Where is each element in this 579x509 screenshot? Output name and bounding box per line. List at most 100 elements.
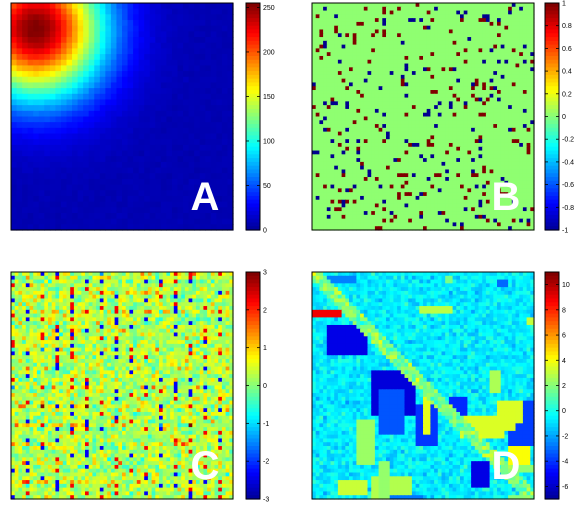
heatmap-cell	[423, 33, 428, 38]
heatmap-cell	[445, 184, 450, 189]
heatmap-cell	[341, 169, 346, 174]
heatmap-cell	[463, 173, 468, 178]
heatmap-cell	[33, 184, 40, 191]
heatmap-cell	[393, 108, 398, 114]
heatmap-cell	[400, 3, 406, 8]
heatmap-cell	[155, 59, 162, 67]
heatmap-cell	[33, 161, 40, 169]
heatmap-cell	[323, 177, 328, 182]
heatmap-cell	[430, 169, 435, 174]
heatmap-cell	[504, 177, 509, 182]
heatmap-cell	[519, 108, 524, 114]
heatmap-cell	[378, 142, 383, 148]
heatmap-cell	[83, 150, 90, 157]
heatmap-cell	[349, 135, 354, 140]
heatmap-cell	[415, 135, 420, 140]
heatmap-cell	[88, 133, 95, 140]
heatmap-cell	[397, 90, 402, 95]
heatmap-cell	[482, 29, 487, 34]
heatmap-cell	[16, 65, 23, 72]
heatmap-cell	[319, 29, 324, 34]
heatmap-cell	[382, 127, 387, 133]
heatmap-cell	[33, 167, 40, 174]
heatmap-cell	[474, 63, 480, 68]
heatmap-cell	[489, 135, 494, 140]
heatmap-cell	[389, 169, 394, 174]
heatmap-cell	[400, 101, 406, 106]
heatmap-cell	[393, 169, 398, 174]
heatmap-cell	[437, 37, 443, 42]
heatmap-cell	[155, 133, 162, 140]
heatmap-cell	[55, 14, 62, 21]
heatmap-cell	[522, 10, 528, 15]
heatmap-cell	[363, 14, 369, 19]
heatmap-cell	[166, 218, 173, 225]
heatmap-cell	[371, 55, 376, 61]
heatmap-cell	[386, 48, 391, 53]
heatmap-cell	[393, 184, 398, 189]
heatmap-cell	[526, 52, 531, 57]
heatmap-cell	[400, 173, 406, 178]
heatmap-cell	[27, 25, 34, 32]
heatmap-cell	[334, 86, 339, 91]
heatmap-cell	[519, 71, 524, 76]
heatmap-cell	[430, 112, 435, 118]
heatmap-cell	[500, 82, 505, 87]
heatmap-cell	[216, 65, 223, 72]
heatmap-cell	[371, 169, 376, 174]
heatmap-cell	[360, 71, 365, 76]
heatmap-cell	[445, 82, 450, 87]
heatmap-cell	[441, 33, 446, 38]
heatmap-cell	[434, 48, 439, 53]
heatmap-cell	[452, 124, 457, 129]
heatmap-cell	[530, 48, 535, 53]
heatmap-cell	[423, 40, 428, 46]
heatmap-cell	[400, 165, 406, 171]
heatmap-cell	[415, 37, 420, 42]
heatmap-cell	[352, 211, 357, 216]
heatmap-cell	[530, 37, 535, 42]
heatmap-cell	[463, 21, 468, 27]
heatmap-cell	[323, 158, 328, 163]
heatmap-cell	[400, 90, 406, 95]
heatmap-cell	[160, 207, 167, 214]
heatmap-cell	[122, 59, 129, 67]
heatmap-cell	[456, 161, 461, 167]
heatmap-cell	[519, 97, 524, 102]
heatmap-cell	[11, 212, 18, 220]
heatmap-cell	[404, 142, 409, 148]
heatmap-cell	[88, 224, 95, 231]
heatmap-cell	[155, 76, 162, 84]
heatmap-cell	[334, 211, 339, 216]
heatmap-cell	[315, 108, 320, 114]
heatmap-cell	[60, 3, 68, 10]
heatmap-cell	[374, 33, 380, 38]
heatmap-cell	[60, 20, 68, 27]
heatmap-cell	[478, 82, 483, 87]
heatmap-cell	[397, 188, 402, 193]
heatmap-cell	[55, 212, 62, 220]
heatmap-cell	[105, 156, 112, 163]
heatmap-cell	[99, 207, 106, 214]
heatmap-cell	[508, 6, 513, 12]
heatmap-cell	[371, 195, 376, 201]
heatmap-cell	[16, 3, 23, 10]
heatmap-cell	[138, 150, 145, 157]
heatmap-cell	[452, 203, 457, 208]
heatmap-cell	[404, 55, 409, 61]
colorbar-swatch	[246, 90, 260, 95]
heatmap-cell	[430, 124, 435, 129]
heatmap-cell	[522, 127, 528, 133]
heatmap-cell	[334, 158, 339, 163]
heatmap-cell	[371, 71, 376, 76]
heatmap-cell	[478, 173, 483, 178]
heatmap-cell	[83, 48, 90, 55]
heatmap-cell	[397, 180, 402, 186]
heatmap-cell	[482, 146, 487, 152]
heatmap-cell	[478, 108, 483, 114]
heatmap-cell	[326, 199, 332, 205]
heatmap-cell	[27, 59, 34, 67]
heatmap-cell	[60, 65, 68, 72]
colorbar-tick-label: 250	[263, 5, 275, 12]
heatmap-cell	[11, 195, 18, 203]
